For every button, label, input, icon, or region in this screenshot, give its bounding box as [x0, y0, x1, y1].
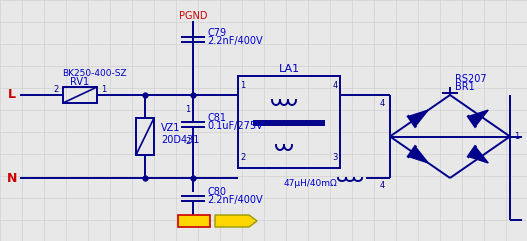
- Text: 2.2nF/400V: 2.2nF/400V: [207, 195, 262, 205]
- Text: C81: C81: [207, 113, 226, 123]
- Text: 20D431: 20D431: [161, 135, 199, 145]
- Text: 4: 4: [333, 81, 338, 91]
- Text: 4: 4: [379, 181, 385, 190]
- Text: PGND: PGND: [179, 216, 209, 226]
- Text: BR1: BR1: [455, 82, 475, 92]
- Bar: [136, 118, 154, 155]
- Text: RV1: RV1: [71, 77, 90, 87]
- Text: RS207: RS207: [455, 74, 486, 84]
- Text: VZ1: VZ1: [161, 123, 180, 133]
- Text: LA1: LA1: [278, 64, 299, 74]
- Bar: [63, 87, 97, 103]
- Text: C79: C79: [207, 28, 226, 38]
- Polygon shape: [469, 147, 488, 163]
- Text: PGND: PGND: [218, 216, 247, 226]
- Text: C80: C80: [207, 187, 226, 197]
- Text: 4: 4: [379, 99, 385, 107]
- Text: N: N: [7, 172, 17, 185]
- Text: 2: 2: [240, 154, 246, 162]
- Text: 2: 2: [186, 136, 191, 146]
- Polygon shape: [408, 147, 428, 163]
- FancyBboxPatch shape: [178, 215, 210, 227]
- Text: L: L: [8, 88, 16, 101]
- Text: 1: 1: [186, 106, 191, 114]
- Text: 2: 2: [53, 86, 58, 94]
- Text: 0.1uF/275V: 0.1uF/275V: [207, 121, 263, 131]
- Text: 1: 1: [514, 132, 520, 141]
- Text: PGND: PGND: [179, 11, 207, 21]
- Text: 1: 1: [101, 86, 106, 94]
- Text: 47μH/40mΩ: 47μH/40mΩ: [283, 179, 337, 187]
- Text: 1: 1: [240, 81, 246, 91]
- Polygon shape: [408, 110, 428, 126]
- Polygon shape: [469, 110, 488, 126]
- Polygon shape: [215, 215, 257, 227]
- Text: BK250-400-SZ: BK250-400-SZ: [62, 68, 126, 78]
- Bar: [238, 76, 340, 168]
- Text: 2.2nF/400V: 2.2nF/400V: [207, 36, 262, 46]
- Text: 3: 3: [333, 154, 338, 162]
